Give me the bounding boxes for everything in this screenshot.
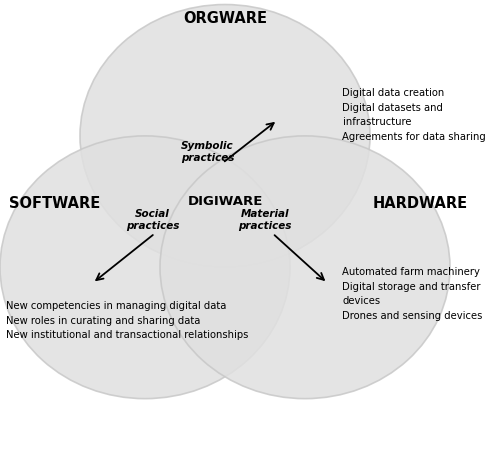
Text: HARDWARE: HARDWARE	[372, 196, 468, 212]
Text: Agreements for data sharing: Agreements for data sharing	[342, 132, 486, 142]
Text: infrastructure: infrastructure	[342, 117, 411, 127]
Text: New competencies in managing digital data: New competencies in managing digital dat…	[6, 301, 226, 311]
Circle shape	[160, 136, 450, 399]
Text: Automated farm machinery: Automated farm machinery	[342, 267, 480, 277]
Text: New roles in curating and sharing data: New roles in curating and sharing data	[6, 316, 200, 326]
Text: Social
practices: Social practices	[126, 209, 179, 231]
Text: Drones and sensing devices: Drones and sensing devices	[342, 311, 483, 321]
Text: ORGWARE: ORGWARE	[183, 10, 267, 26]
Circle shape	[0, 136, 290, 399]
Circle shape	[80, 5, 370, 267]
Text: Material
practices: Material practices	[238, 209, 292, 231]
Text: DIGIWARE: DIGIWARE	[188, 195, 262, 208]
Text: Digital datasets and: Digital datasets and	[342, 103, 444, 113]
Text: Symbolic
practices: Symbolic practices	[181, 141, 234, 163]
Text: Digital storage and transfer: Digital storage and transfer	[342, 282, 481, 292]
Text: devices: devices	[342, 296, 380, 306]
Text: New institutional and transactional relationships: New institutional and transactional rela…	[6, 330, 248, 340]
Text: SOFTWARE: SOFTWARE	[10, 196, 101, 212]
Text: Digital data creation: Digital data creation	[342, 88, 445, 98]
